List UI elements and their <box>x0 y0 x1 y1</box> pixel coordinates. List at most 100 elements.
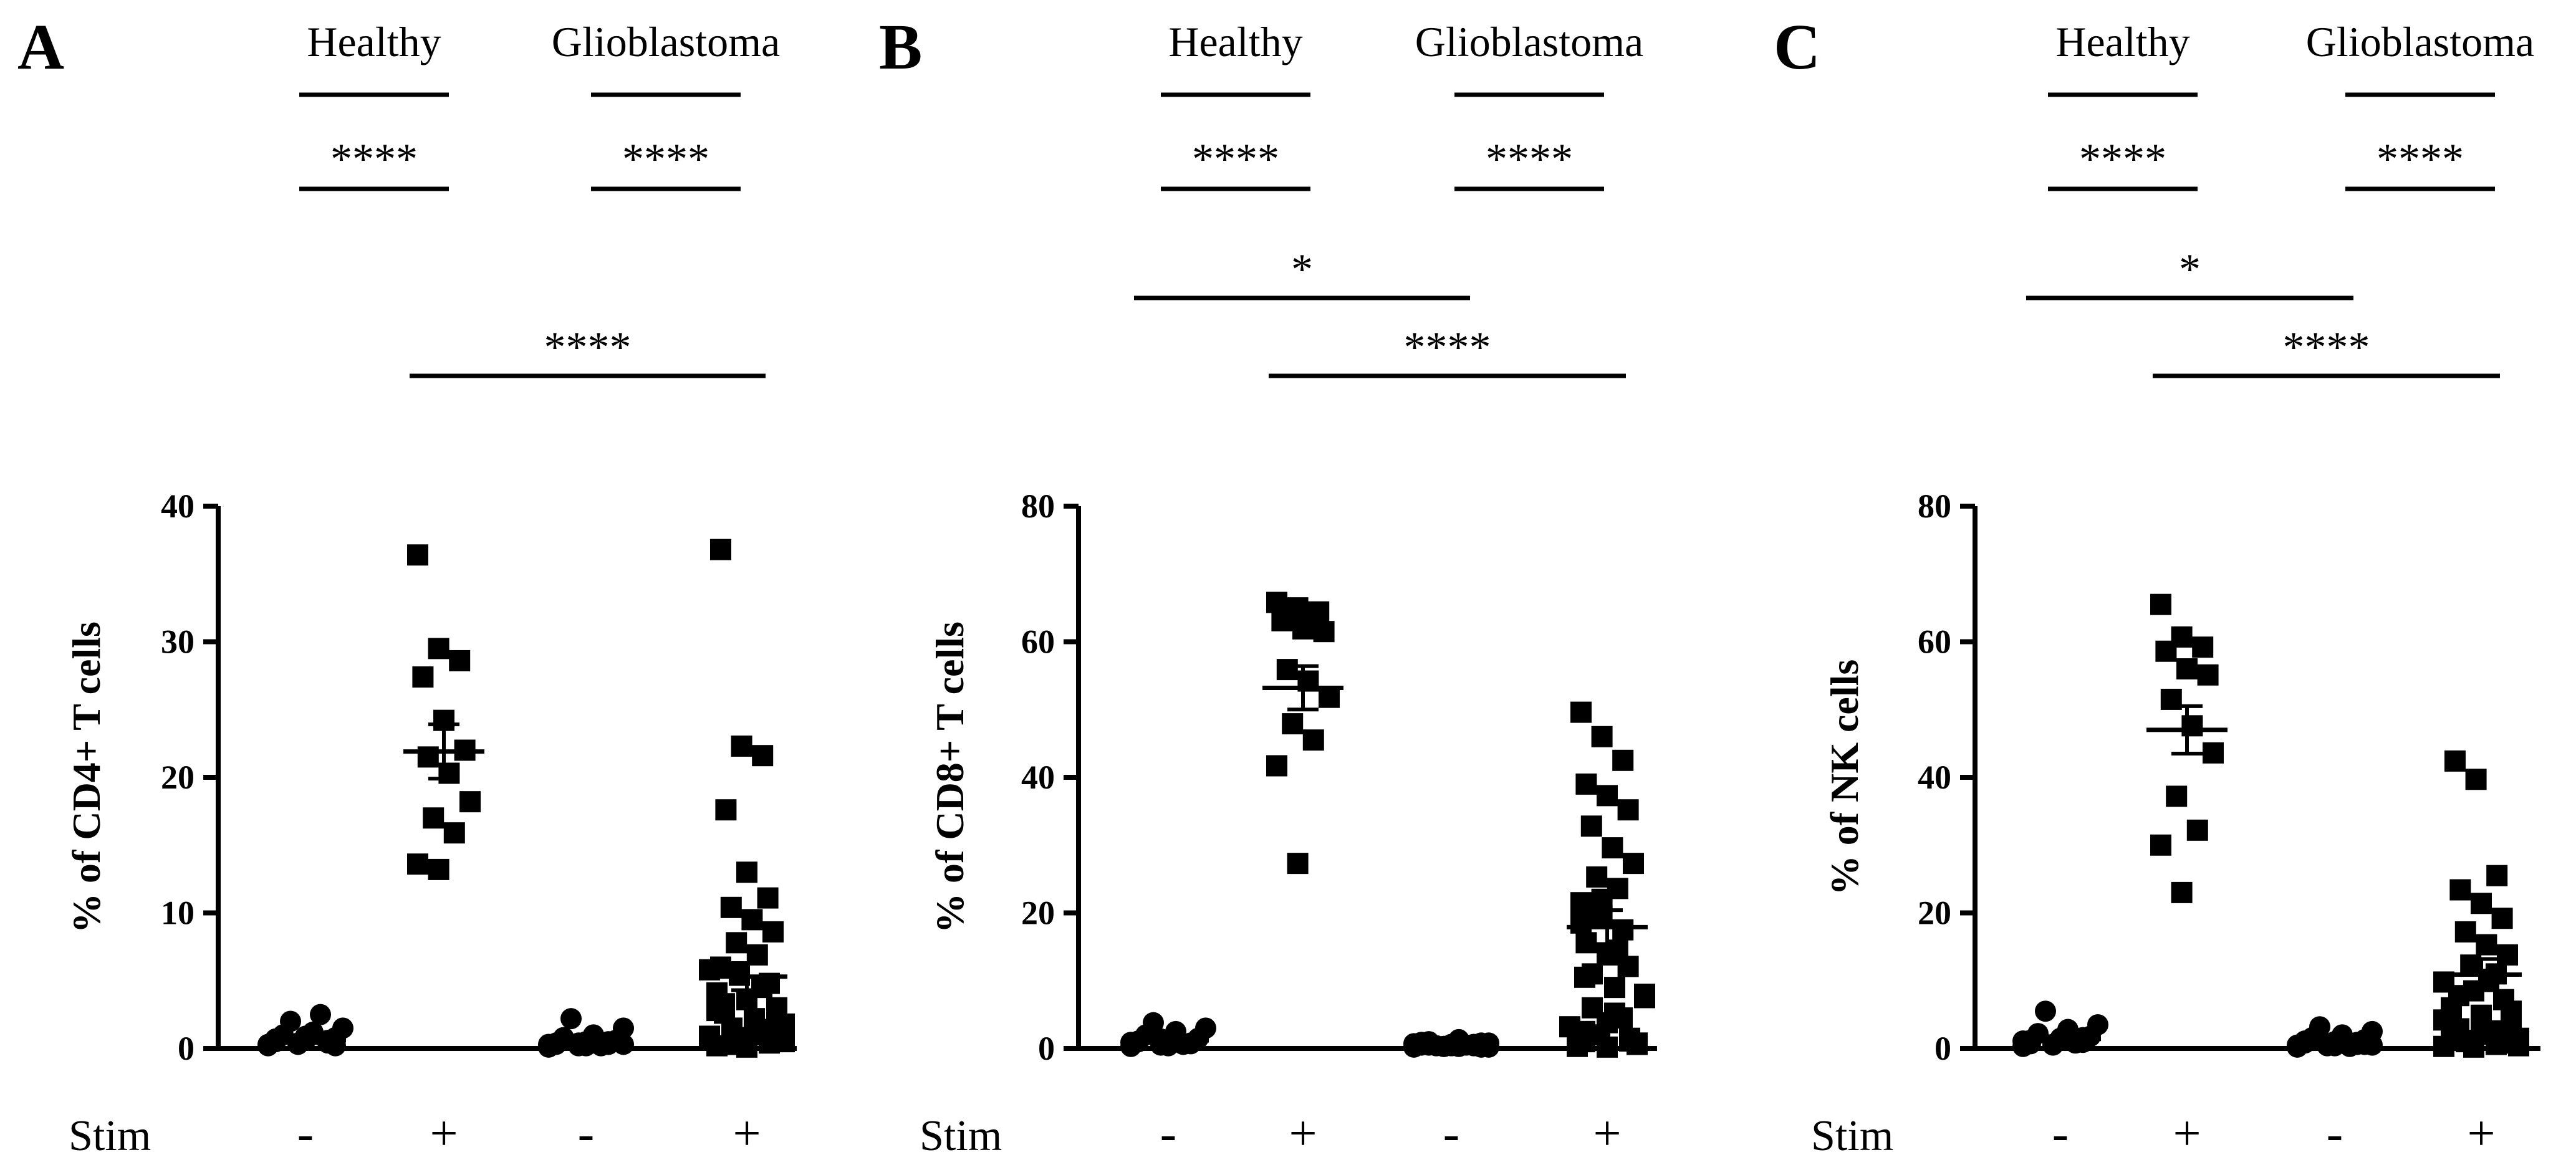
stim-category-label: + <box>1593 1106 1621 1161</box>
panel-b: B Healthy Glioblastoma**** *********0204060… <box>879 11 1657 1161</box>
data-point <box>2181 715 2203 737</box>
series-0 <box>2012 1000 2108 1057</box>
y-tick-label: 60 <box>1021 623 1055 661</box>
data-point <box>423 807 445 829</box>
data-point <box>2176 658 2198 679</box>
data-point <box>560 1008 582 1030</box>
significance-stars: **** <box>2377 135 2464 183</box>
data-point <box>2150 834 2171 856</box>
data-point <box>2035 1000 2056 1022</box>
data-point <box>1287 853 1309 875</box>
data-point <box>2186 819 2208 841</box>
stim-category-label: - <box>2327 1106 2343 1161</box>
data-point <box>1612 749 1634 771</box>
data-point <box>443 822 465 844</box>
y-tick-label: 20 <box>161 759 195 796</box>
data-point <box>2501 1000 2522 1022</box>
series-0 <box>1120 1012 1216 1057</box>
y-tick-label: 40 <box>1918 759 1951 796</box>
data-point <box>428 638 449 659</box>
significance-stars: **** <box>622 135 709 183</box>
y-tick-label: 30 <box>161 623 195 661</box>
series-2 <box>1403 1029 1499 1058</box>
significance-stars: * <box>1291 246 1313 294</box>
data-point <box>1597 1036 1618 1058</box>
series-0 <box>257 1004 353 1057</box>
data-point <box>1586 866 1608 888</box>
data-point <box>1574 1031 1595 1053</box>
y-tick-label: 10 <box>161 894 195 932</box>
series-1 <box>2146 593 2228 903</box>
group-label-healthy: Healthy <box>1168 18 1302 65</box>
data-point <box>731 735 752 757</box>
stim-category-label: + <box>2173 1106 2201 1161</box>
data-point <box>1276 659 1298 681</box>
data-point <box>2302 1028 2323 1050</box>
data-point <box>1143 1012 1164 1034</box>
data-point <box>1319 686 1340 708</box>
data-point <box>1575 773 1597 795</box>
series-1 <box>403 544 484 880</box>
data-point <box>1604 977 1625 999</box>
data-point <box>428 858 449 880</box>
y-tick-label: 40 <box>1021 759 1055 796</box>
data-point <box>438 762 460 784</box>
data-point <box>715 799 737 821</box>
data-point <box>1570 701 1592 723</box>
data-point <box>710 539 731 560</box>
data-point <box>459 791 481 813</box>
series-2 <box>2287 1016 2383 1058</box>
data-point <box>1195 1017 1216 1039</box>
data-point <box>736 1035 757 1057</box>
data-point <box>1602 837 1623 859</box>
stim-label: Stim <box>1811 1112 1893 1160</box>
data-point <box>2192 636 2214 658</box>
data-point <box>757 887 779 909</box>
stim-category-label: - <box>2052 1106 2069 1161</box>
data-point <box>1582 963 1603 985</box>
data-point <box>1292 618 1314 640</box>
data-point <box>1591 726 1613 747</box>
data-point <box>2150 593 2171 615</box>
stim-category-label: + <box>2467 1106 2495 1161</box>
series-3 <box>2433 750 2529 1058</box>
group-label-glioblastoma: Glioblastoma <box>2306 18 2534 65</box>
data-point <box>720 896 742 918</box>
panel-a: A Healthy Glioblastoma **** **** **** 0 10 20 30 4… <box>17 11 797 1161</box>
data-point <box>2486 1020 2507 1042</box>
data-point <box>759 1019 780 1040</box>
data-point <box>1617 799 1639 821</box>
data-point <box>332 1017 353 1039</box>
series-3 <box>1559 701 1655 1058</box>
data-point <box>2171 881 2193 903</box>
panel-letter: A <box>17 11 64 83</box>
group-label-glioblastoma: Glioblastoma <box>1415 18 1643 65</box>
group-label-glioblastoma: Glioblastoma <box>552 18 780 65</box>
y-tick-label: 80 <box>1021 487 1055 525</box>
data-point <box>553 1028 574 1050</box>
series-2 <box>538 1008 634 1058</box>
panel-letter: B <box>879 11 922 83</box>
y-tick-label: 80 <box>1918 487 1951 525</box>
significance-stars: **** <box>1192 135 1279 183</box>
data-point <box>2203 742 2224 764</box>
y-tick-label: 40 <box>161 487 195 525</box>
significance-stars: **** <box>1486 135 1573 183</box>
data-point <box>2486 865 2508 886</box>
data-point <box>407 544 428 566</box>
data-point <box>1597 785 1618 807</box>
series-1 <box>1262 592 1343 875</box>
stim-category-label: - <box>297 1106 314 1161</box>
data-point <box>2465 769 2487 790</box>
data-point <box>2362 1034 2383 1056</box>
data-point <box>1612 919 1634 941</box>
data-point <box>736 861 757 883</box>
data-point <box>1623 853 1644 875</box>
stim-category-label: - <box>578 1106 595 1161</box>
data-point <box>1597 1012 1618 1034</box>
data-point <box>1271 610 1293 631</box>
y-tick-label: 20 <box>1918 894 1951 932</box>
data-point <box>741 909 763 931</box>
data-point <box>1627 1034 1648 1055</box>
